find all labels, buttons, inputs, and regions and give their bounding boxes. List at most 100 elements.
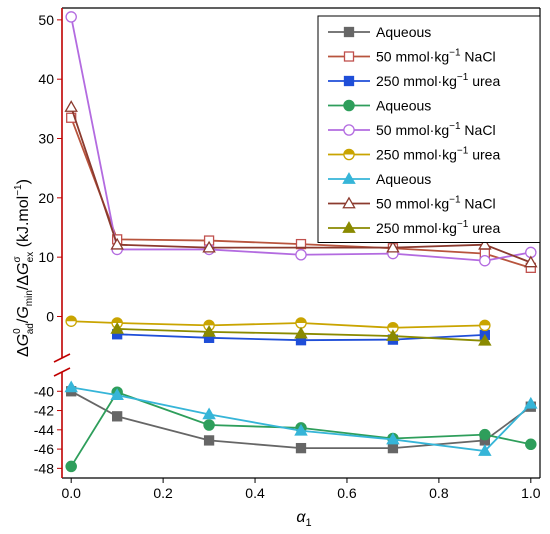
- data-point: [64, 380, 78, 393]
- x-tick-label: 0.0: [61, 485, 81, 501]
- marker-fill: [387, 322, 399, 328]
- data-point: [524, 396, 538, 409]
- legend-item: 250 mmol·kg−1 urea: [328, 72, 500, 89]
- legend-label: 250 mmol·kg−1 urea: [376, 72, 500, 89]
- data-point: [342, 196, 356, 209]
- data-point: [524, 255, 538, 268]
- data-point: [342, 172, 356, 184]
- legend-label: 50 mmol·kg−1 NaCl: [376, 121, 496, 138]
- data-point: [479, 319, 491, 332]
- data-point: [387, 442, 399, 454]
- axis-ticks: 0.0 0.2 0.4 0.6 0.8 1.0 0 10 20 30 40 50 -40 -42 -44 -4…: [34, 12, 541, 501]
- data-point: [479, 428, 491, 441]
- y-tick-label: -48: [34, 460, 54, 476]
- y-tick-label: -46: [34, 441, 54, 457]
- data-point: [343, 51, 355, 62]
- x-tick-label: 0.4: [245, 485, 265, 501]
- data-point: [202, 240, 216, 253]
- series-layer: [64, 11, 538, 473]
- series: [65, 315, 491, 334]
- series: [64, 380, 538, 456]
- marker-fill: [343, 149, 355, 155]
- data-point: [203, 419, 215, 431]
- marker-fill: [112, 317, 123, 323]
- x-tick-label: 0.2: [153, 485, 173, 501]
- legend-label: Aqueous: [376, 98, 431, 114]
- data-point: [65, 11, 77, 23]
- legend-item: Aqueous: [328, 24, 431, 40]
- x-tick-label: 0.8: [429, 485, 449, 501]
- y-tick-label: 10: [38, 249, 54, 265]
- axis-break-mark: [53, 353, 71, 363]
- data-point: [386, 432, 400, 445]
- legend: Aqueous 50 mmol·kg−1 NaCl 250 mmol·kg−1 ur…: [317, 15, 541, 243]
- marker-fill: [203, 320, 215, 326]
- y-tick-label: -42: [34, 403, 54, 419]
- legend-item: Aqueous: [328, 98, 431, 114]
- x-tick-label: 0.6: [337, 485, 357, 501]
- series-line: [71, 320, 485, 329]
- legend-label: 50 mmol·kg−1 NaCl: [376, 48, 496, 65]
- data-point: [295, 249, 307, 261]
- data-point: [202, 407, 216, 420]
- data-point: [387, 321, 399, 334]
- legend-item: 250 mmol·kg−1 urea: [328, 219, 500, 236]
- data-point: [65, 315, 77, 327]
- data-point: [112, 411, 123, 422]
- legend-label: Aqueous: [376, 171, 431, 187]
- series: [110, 321, 492, 346]
- marker-fill: [479, 320, 490, 326]
- data-point: [110, 237, 124, 250]
- y-axis-title: ΔG0 ad/Gmin/ΔGσ ex (kJ.mol−1): [12, 179, 36, 357]
- axis-break-mark: [53, 367, 71, 377]
- legend-item: 50 mmol·kg−1 NaCl: [328, 195, 496, 212]
- series-line: [70, 106, 532, 264]
- data-point: [342, 221, 356, 233]
- data-point: [478, 333, 492, 346]
- data-point: [386, 240, 400, 253]
- data-point: [110, 388, 124, 400]
- data-point: [343, 26, 355, 38]
- data-point: [478, 444, 492, 456]
- data-point: [295, 238, 307, 250]
- data-point: [65, 460, 77, 473]
- legend-item: Aqueous: [328, 171, 431, 187]
- marker-fill: [295, 317, 307, 323]
- data-point: [295, 442, 307, 454]
- data-point: [64, 100, 78, 112]
- series: [66, 386, 536, 454]
- data-point: [294, 423, 308, 436]
- y-tick-label: 40: [38, 71, 54, 87]
- legend-label: 250 mmol·kg−1 urea: [376, 219, 500, 236]
- data-point: [343, 99, 355, 112]
- x-axis-title: α1: [296, 509, 311, 529]
- legend-label: Aqueous: [376, 24, 431, 40]
- legend-label: 50 mmol·kg−1 NaCl: [376, 195, 496, 212]
- data-point: [525, 438, 537, 451]
- legend-label: 250 mmol·kg−1 urea: [376, 146, 500, 163]
- data-point: [343, 148, 355, 161]
- x-tick-label: 1.0: [521, 485, 541, 501]
- y-tick-label: 0: [46, 308, 54, 324]
- legend-item: 250 mmol·kg−1 urea: [328, 146, 500, 163]
- data-point: [294, 326, 308, 339]
- y-tick-label: 20: [38, 190, 54, 206]
- data-point: [478, 237, 492, 250]
- marker-fill: [66, 316, 77, 322]
- data-point: [343, 124, 355, 136]
- y-tick-label: -44: [34, 422, 54, 438]
- data-point: [203, 435, 215, 446]
- data-point: [479, 254, 491, 267]
- data-point: [110, 321, 124, 334]
- y-tick-label: 30: [38, 131, 54, 147]
- data-point: [386, 329, 400, 341]
- data-point: [202, 324, 216, 337]
- series: [64, 100, 538, 268]
- data-point: [343, 75, 355, 87]
- legend-item: 50 mmol·kg−1 NaCl: [328, 48, 496, 65]
- y-tick-label: 50: [38, 12, 54, 28]
- y-tick-label: -40: [34, 383, 54, 399]
- legend-item: 50 mmol·kg−1 NaCl: [328, 121, 496, 138]
- data-point: [295, 317, 307, 329]
